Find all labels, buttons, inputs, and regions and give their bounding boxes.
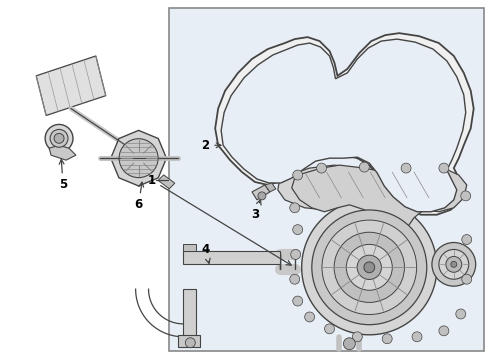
Circle shape [456,309,466,319]
Circle shape [317,163,326,173]
Polygon shape [215,33,474,215]
Bar [170,8,484,351]
Circle shape [364,262,375,273]
Circle shape [50,129,68,147]
Circle shape [346,244,392,290]
Circle shape [119,139,158,177]
Text: 2: 2 [201,139,221,152]
Circle shape [305,312,315,322]
Circle shape [293,296,303,306]
Circle shape [290,274,300,284]
Polygon shape [183,244,196,251]
Polygon shape [111,130,167,186]
Polygon shape [302,200,437,335]
Circle shape [290,203,300,213]
Polygon shape [292,165,467,231]
Circle shape [352,332,362,342]
Circle shape [343,338,355,350]
Circle shape [258,192,266,200]
Circle shape [334,232,404,302]
Polygon shape [278,165,365,210]
Polygon shape [183,251,280,264]
Circle shape [382,334,392,344]
Polygon shape [183,289,196,341]
Polygon shape [221,39,466,212]
Circle shape [45,125,73,152]
Circle shape [185,338,196,348]
Circle shape [293,225,303,235]
Circle shape [446,256,462,272]
Circle shape [293,170,303,180]
Circle shape [439,326,449,336]
Circle shape [412,332,422,342]
Circle shape [291,249,301,260]
Circle shape [461,191,471,201]
Circle shape [462,235,472,244]
Circle shape [401,163,411,173]
Text: 5: 5 [59,159,67,192]
Polygon shape [158,175,175,189]
Polygon shape [36,56,106,116]
Circle shape [451,261,457,267]
Circle shape [439,163,449,173]
Polygon shape [178,335,200,347]
Text: 6: 6 [134,182,144,211]
Polygon shape [49,145,76,160]
Circle shape [359,162,369,172]
Circle shape [357,255,381,279]
Text: 3: 3 [251,200,261,221]
Text: 4: 4 [201,243,210,263]
Circle shape [439,249,469,279]
Circle shape [324,324,335,334]
Circle shape [322,220,416,315]
Polygon shape [265,183,276,192]
Text: 1: 1 [147,174,291,265]
Circle shape [462,274,472,284]
Circle shape [54,133,64,143]
Polygon shape [252,185,270,200]
Circle shape [432,243,476,286]
Circle shape [312,210,427,325]
